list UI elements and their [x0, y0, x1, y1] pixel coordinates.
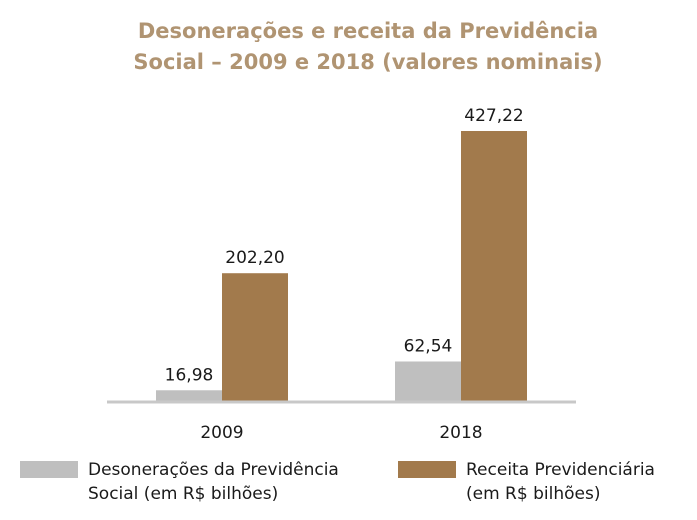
legend-label-series-1-line-2: Social (em R$ bilhões) — [88, 484, 278, 504]
data-label-2009-series-1: 16,98 — [165, 365, 214, 385]
bar-2009-series-1 — [156, 390, 222, 401]
legend-label-series-2-line-2: (em R$ bilhões) — [466, 484, 600, 504]
bar-2009-series-2 — [222, 273, 288, 401]
data-label-2018-series-1: 62,54 — [404, 336, 453, 356]
legend-swatch-series-1 — [20, 461, 78, 478]
plot-area: 16,98 202,20 62,54 427,22 — [156, 106, 527, 401]
bar-2018-series-1 — [395, 361, 461, 401]
legend-label-series-2-line-1: Receita Previdenciária — [466, 460, 655, 480]
legend: Desonerações da Previdência Social (em R$… — [20, 460, 655, 504]
bar-2018-series-2 — [461, 131, 527, 401]
legend-swatch-series-2 — [398, 461, 456, 478]
chart-title: Desonerações e receita da Previdência So… — [133, 19, 602, 74]
legend-label-series-1-line-1: Desonerações da Previdência — [88, 460, 339, 480]
x-tick-label-2018: 2018 — [439, 423, 482, 443]
data-label-2009-series-2: 202,20 — [225, 248, 284, 268]
x-tick-label-2009: 2009 — [200, 423, 243, 443]
x-axis-ticks: 2009 2018 — [200, 423, 482, 443]
chart-title-line-2: Social – 2009 e 2018 (valores nominais) — [133, 50, 602, 74]
chart-title-line-1: Desonerações e receita da Previdência — [138, 19, 598, 43]
data-label-2018-series-2: 427,22 — [464, 106, 523, 126]
